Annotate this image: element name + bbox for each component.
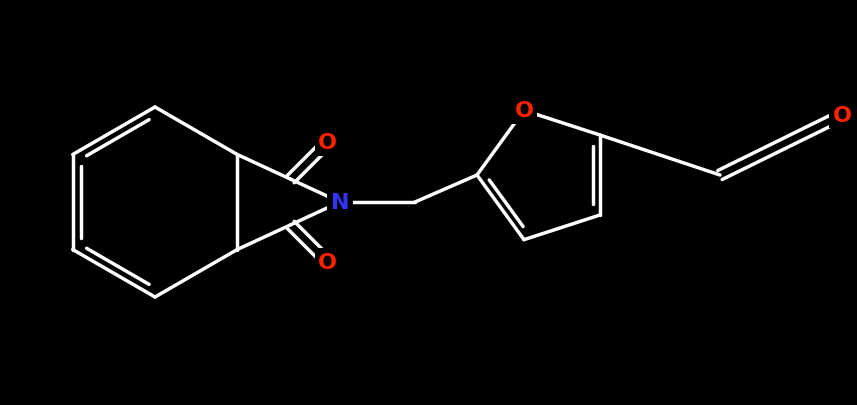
Text: O: O: [318, 133, 337, 153]
Text: O: O: [318, 252, 337, 272]
Text: O: O: [832, 106, 852, 126]
Text: O: O: [514, 101, 534, 121]
Text: N: N: [331, 192, 350, 213]
